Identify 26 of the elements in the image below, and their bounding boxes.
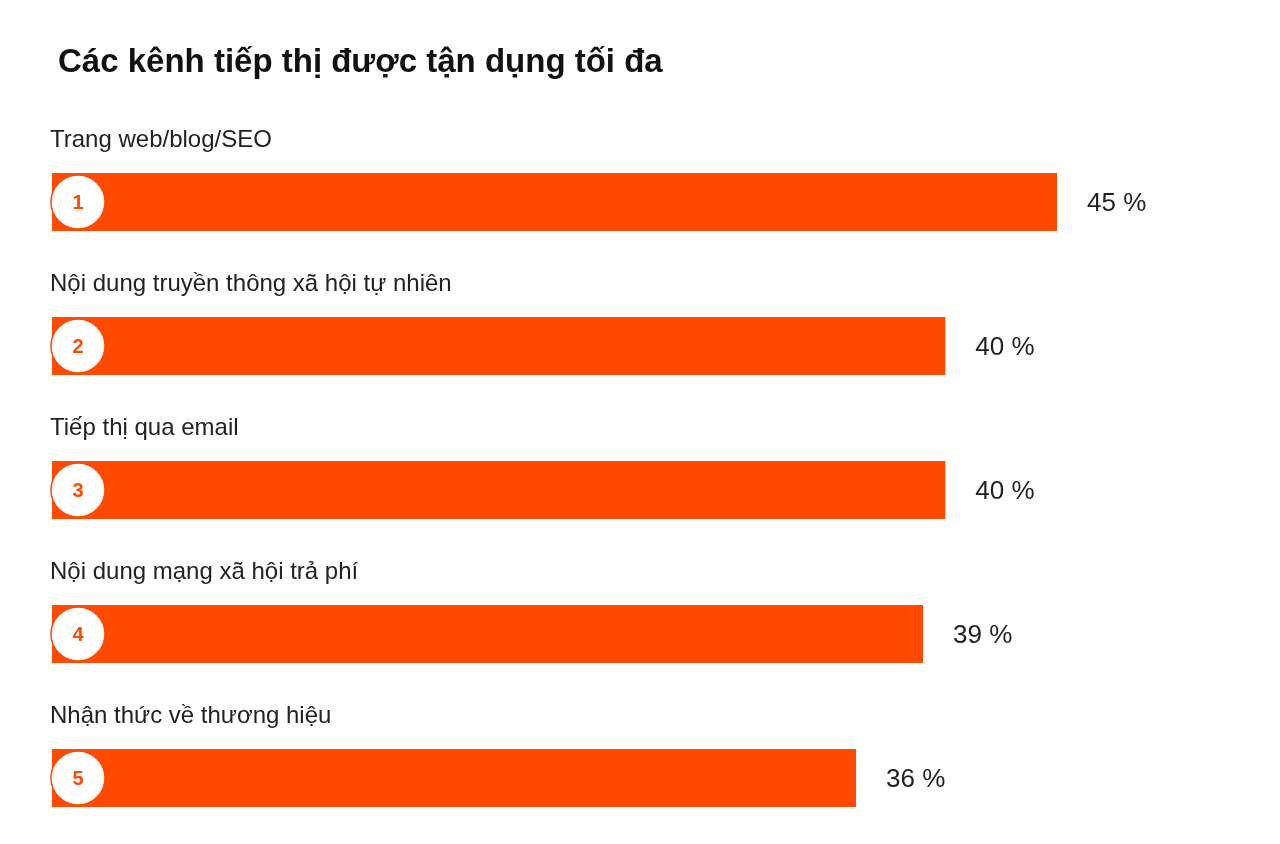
annotation: 3 <box>72 479 84 501</box>
data-label: 40 % <box>975 475 1035 505</box>
bar <box>52 173 1057 231</box>
y-tick-label: Nhận thức về thương hiệu <box>50 701 332 728</box>
chart-title: Các kênh tiếp thị được tận dụng tối đa <box>58 42 664 79</box>
y-tick-label: Nội dung truyền thông xã hội tự nhiên <box>50 269 452 296</box>
y-tick-label: Tiếp thị qua email <box>50 413 239 440</box>
annotation: 5 <box>72 767 84 789</box>
data-label: 36 % <box>886 763 946 793</box>
rank-badge: 1 <box>50 174 106 230</box>
rank-badge: 4 <box>50 606 106 662</box>
bar <box>52 749 856 807</box>
data-label: 39 % <box>953 619 1013 649</box>
y-tick-label: Trang web/blog/SEO <box>50 125 272 152</box>
bar <box>52 317 946 375</box>
annotation: 1 <box>72 191 84 213</box>
bar <box>52 461 946 519</box>
rank-badge: 3 <box>50 462 106 518</box>
bar <box>52 605 923 663</box>
rank-badge: 5 <box>50 750 106 806</box>
data-label: 45 % <box>1087 187 1147 217</box>
annotation: 4 <box>72 623 85 645</box>
annotation: 2 <box>72 335 84 357</box>
rank-badge: 2 <box>50 318 106 374</box>
y-tick-label: Nội dung mạng xã hội trả phí <box>50 557 359 584</box>
data-label: 40 % <box>975 331 1035 361</box>
